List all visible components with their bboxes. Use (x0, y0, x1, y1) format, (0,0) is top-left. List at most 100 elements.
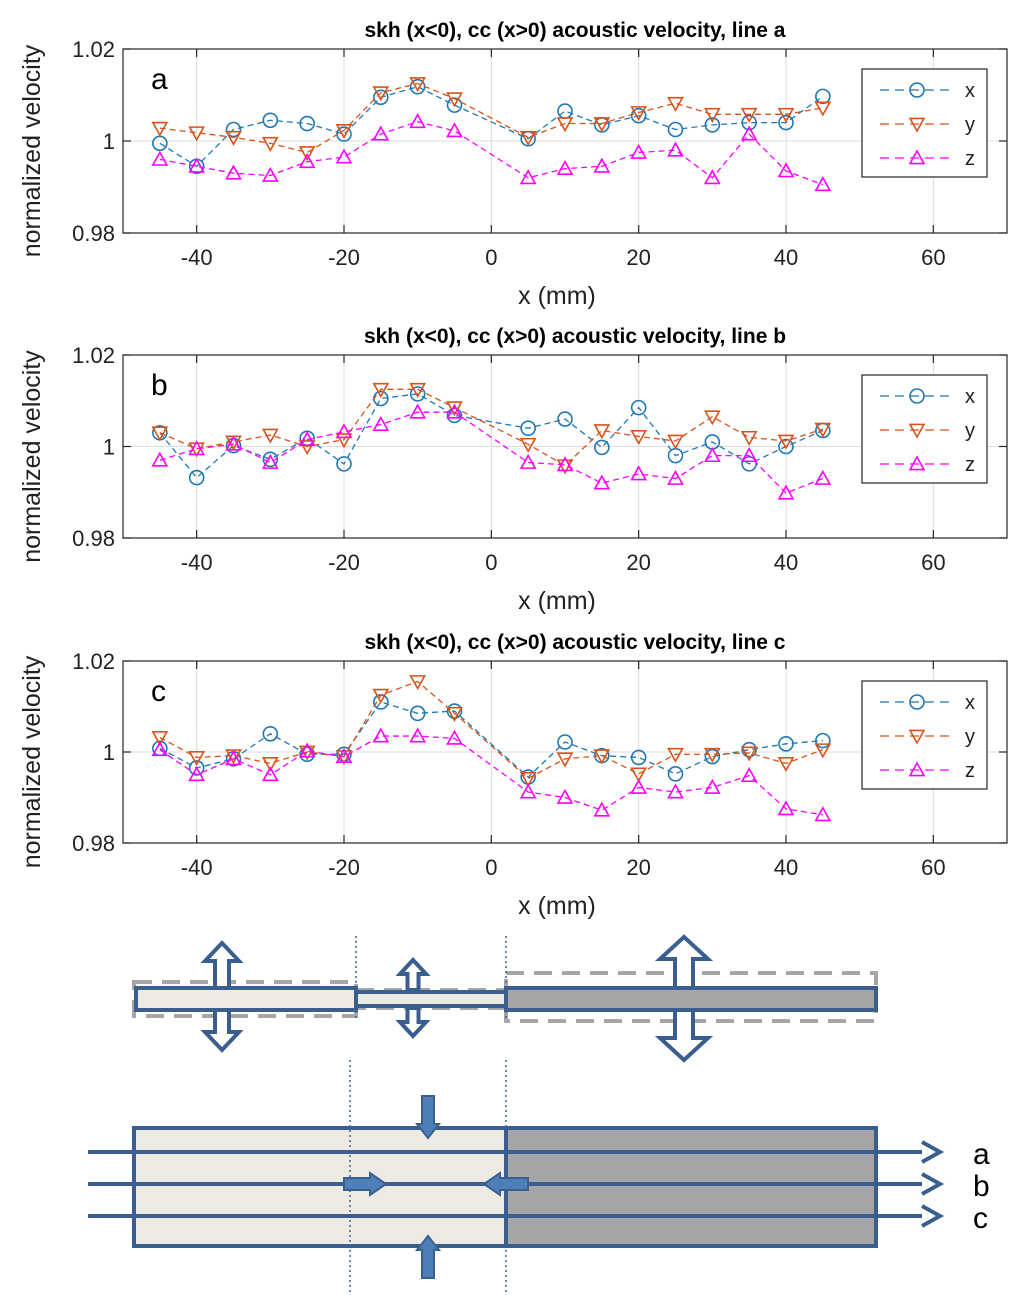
data-point-z (593, 157, 611, 173)
y-tick-label: 1.02 (72, 37, 115, 62)
data-point-z (298, 153, 316, 169)
data-point-z (225, 164, 242, 180)
data-point-y (703, 747, 721, 763)
data-point-y (630, 106, 648, 122)
series-z (151, 403, 832, 500)
data-point-z (519, 783, 537, 799)
series-z (151, 113, 832, 192)
series-y (151, 77, 832, 162)
skh-plate-segment (134, 986, 358, 1012)
skh-specimen-region (132, 1126, 508, 1248)
data-point-x (446, 703, 463, 719)
data-point-x (409, 705, 426, 722)
data-point-y (740, 430, 758, 446)
x-tick-label: -20 (328, 245, 360, 270)
series-line-y (159, 388, 824, 467)
x-tick-label: -40 (181, 550, 213, 575)
legend-label-y: y (965, 420, 975, 442)
legend-label-x: x (965, 80, 975, 102)
data-point-z (298, 430, 316, 447)
data-point-y (261, 756, 279, 773)
legend-marker-z (908, 149, 926, 165)
data-point-z (740, 447, 758, 463)
y-tick-label: 0.98 (72, 831, 115, 856)
data-point-y (298, 146, 316, 162)
data-point-x (594, 439, 610, 456)
data-point-z (409, 113, 427, 129)
x-tick-label: 40 (774, 855, 798, 880)
expansion-arrow-down-right (654, 1008, 714, 1063)
data-point-z (593, 801, 611, 817)
data-point-z (372, 727, 390, 743)
expansion-arrow-up-right (654, 934, 714, 990)
data-point-x (815, 732, 831, 749)
data-point-x (262, 451, 279, 468)
data-point-y (151, 731, 169, 747)
data-point-y (777, 434, 795, 450)
series-line-y (159, 680, 824, 780)
data-point-x (409, 386, 426, 402)
data-point-x (704, 748, 721, 765)
data-point-x (557, 734, 573, 750)
compression-arrow-top (414, 1095, 442, 1140)
legend-marker-x (909, 388, 925, 404)
data-point-x (815, 88, 831, 105)
data-point-y (814, 422, 832, 438)
data-point-z (298, 742, 316, 758)
legend-box (861, 374, 988, 484)
data-point-y (740, 746, 758, 762)
series-line-z (159, 121, 824, 186)
data-point-z (740, 767, 758, 783)
legend-label-z: z (965, 454, 975, 476)
x-tick-label: 60 (921, 550, 945, 575)
cc-plate-segment (504, 986, 878, 1012)
data-point-y (298, 440, 316, 456)
data-point-z (151, 451, 169, 467)
legend-label-y: y (965, 114, 975, 136)
data-point-x (741, 114, 757, 131)
data-point-y (519, 130, 537, 146)
data-point-x (336, 746, 352, 763)
y-axis-label: normalized velocity (18, 44, 46, 257)
data-point-y (777, 756, 795, 773)
legend-marker-z (908, 761, 926, 777)
data-point-y (188, 751, 206, 767)
x-tick-label: 40 (774, 550, 798, 575)
data-point-z (814, 806, 832, 822)
legend-marker-y (908, 423, 926, 439)
data-point-y (372, 382, 390, 398)
x-tick-label: -20 (328, 855, 360, 880)
data-point-y (261, 136, 279, 152)
data-point-z (409, 403, 427, 419)
data-point-z (703, 169, 721, 185)
measurement-line-label-a: a (973, 1138, 990, 1171)
data-point-y (519, 771, 537, 788)
data-point-z (225, 435, 242, 451)
x-tick-label: 0 (485, 245, 497, 270)
y-tick-label: 0.98 (72, 221, 115, 246)
expansion-arrow-down-left (200, 1008, 244, 1053)
data-point-x (188, 469, 205, 486)
data-point-x (336, 456, 352, 472)
data-point-y (409, 382, 427, 398)
data-point-x (667, 121, 684, 138)
data-point-y (593, 424, 611, 440)
measurement-line-arrowhead-b (921, 1172, 945, 1196)
data-point-x (704, 117, 721, 133)
data-point-x (667, 766, 684, 782)
y-tick-label: 1.02 (72, 649, 115, 674)
data-point-y (667, 434, 684, 450)
x-tick-label: 20 (626, 550, 650, 575)
data-point-y (556, 752, 574, 768)
charts-group: -40 -20 0 20 40 60 0.98 1 1.02 skh (x<0), cc (x>0… (18, 19, 1008, 920)
data-point-y (667, 747, 684, 763)
data-point-z (667, 469, 684, 485)
chart-title: skh (x<0), cc (x>0) acoustic velocity, l… (365, 631, 786, 654)
data-point-y (372, 86, 390, 102)
panel-letter: b (151, 369, 168, 402)
data-point-x (262, 725, 279, 742)
data-point-y (261, 428, 279, 444)
data-point-x (778, 114, 794, 131)
data-point-y (225, 130, 242, 146)
data-point-z (630, 143, 648, 159)
